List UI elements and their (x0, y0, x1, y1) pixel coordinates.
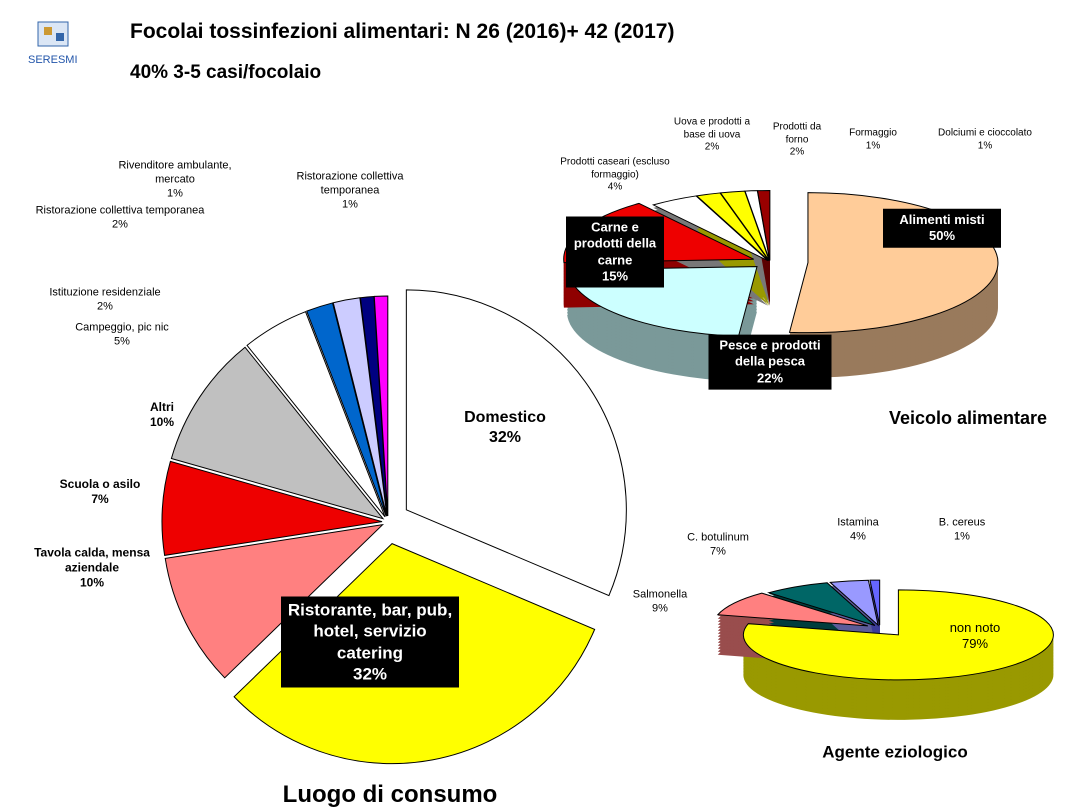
category-label: Campeggio, pic nic (75, 321, 169, 334)
category-label: Uova e prodotti a base di uova (673, 116, 751, 140)
category-label: Ristorante, bar, pub, hotel, servizio ca… (287, 600, 453, 663)
category-label: non noto (949, 619, 1001, 635)
subtitle: 40% 3-5 casi/focolaio (130, 62, 322, 83)
slice-label: C. botulinum 7% (678, 531, 758, 559)
value-label: 4% (607, 181, 623, 193)
category-label: C. botulinum (687, 531, 749, 544)
slice-side (720, 227, 770, 297)
value-label: 50% (928, 228, 956, 243)
logo-icon (37, 21, 69, 47)
pie-title: Veicolo alimentare (888, 407, 1048, 428)
value-label: 7% (710, 545, 726, 557)
slice (405, 289, 627, 597)
category-label: Ristorazione collettiva temporanea (35, 204, 205, 217)
value-label: 9% (652, 602, 668, 614)
value-label: 10% (79, 575, 105, 590)
value-label: 1% (954, 530, 970, 542)
category-label: Prodotti caseari (escluso formaggio) (560, 156, 670, 180)
value-label: 15% (601, 268, 629, 284)
value-label: 5% (114, 335, 130, 347)
slice (767, 582, 876, 626)
category-label: Alimenti misti (899, 211, 985, 227)
category-label: Altri (150, 400, 174, 414)
category-label: Formaggio (849, 127, 897, 139)
slice-label: Pesce e prodotti della pesca 22% (708, 334, 832, 390)
slice-label: Rivenditore ambulante, mercato 1% (100, 159, 250, 200)
slice-label: Carne e prodotti della carne 15% (566, 216, 664, 288)
logo-text: SERESMI (28, 54, 78, 66)
value-label: 7% (91, 492, 109, 506)
category-label: Carne e prodotti della carne (573, 219, 657, 268)
slice (332, 297, 388, 517)
category-label: B. cereus (938, 516, 986, 529)
slice-label: Salmonella 9% (620, 588, 700, 616)
slice-label: Tavola calda, mensa aziendale 10% (32, 546, 152, 591)
slice-label: Istamina 4% (828, 516, 888, 544)
slice-label: Alimenti misti 50% (883, 208, 1001, 248)
value-label: 4% (850, 530, 866, 542)
value-label: 2% (704, 141, 720, 153)
category-label: Scuola o asilo (59, 477, 141, 491)
value-label: 1% (977, 140, 993, 151)
value-label: 2% (97, 300, 113, 312)
pie (161, 289, 627, 765)
value-label: 1% (342, 197, 358, 210)
slice (716, 592, 869, 627)
slice-label: Prodotti da forno 2% (767, 121, 827, 159)
slice-label: non noto 79% (935, 620, 1015, 653)
slice (651, 195, 769, 262)
slice (742, 589, 1054, 681)
value-label: 32% (488, 429, 522, 446)
slice-side (745, 235, 770, 306)
slice-label: Altri 10% (150, 400, 174, 430)
slice (869, 579, 881, 626)
slice-label: Istituzione residenziale 2% (49, 286, 160, 314)
category-label: Prodotti da forno (772, 121, 822, 145)
value-label: 1% (167, 186, 183, 199)
category-label: Tavola calda, mensa aziendale (34, 545, 150, 575)
value-label: 2% (789, 146, 805, 158)
category-label: Salmonella (632, 588, 688, 601)
value-label: 10% (149, 415, 175, 429)
value-label: 32% (352, 664, 388, 684)
pie (716, 579, 1054, 720)
category-label: Pesce e prodotti della pesca (719, 337, 821, 369)
pie-title: Agente eziologico (822, 742, 968, 762)
category-label: Istituzione residenziale (49, 286, 161, 299)
slice-label: Ristorante, bar, pub, hotel, servizio ca… (281, 596, 459, 688)
slice (373, 295, 389, 517)
slice-label: Domestico 32% (464, 408, 546, 448)
slice (170, 346, 385, 520)
category-label: Istamina (837, 516, 879, 529)
slice-label: Ristorazione collettiva temporanea 1% (275, 170, 425, 211)
slice-label: Campeggio, pic nic 5% (75, 321, 169, 349)
slice (829, 579, 879, 627)
category-label: Ristorazione collettiva temporanea (296, 170, 404, 197)
pie-title: Luogo di consumo (282, 781, 498, 808)
slice-label: Formaggio 1% (838, 128, 908, 153)
value-label: 22% (756, 370, 784, 386)
category-label: Dolciumi e cioccolato (938, 127, 1032, 139)
value-label: 2% (112, 218, 128, 230)
slice-label: B. cereus 1% (927, 516, 997, 544)
slice-label: Scuola o asilo 7% (60, 477, 141, 507)
slice-label: Dolciumi e cioccolato 1% (920, 128, 1050, 153)
slice (161, 460, 383, 556)
category-label: Domestico (464, 409, 546, 426)
value-label: 1% (865, 140, 881, 151)
value-label: 79% (961, 636, 989, 651)
category-label: Rivenditore ambulante, mercato (118, 159, 232, 186)
slice (306, 302, 387, 517)
slice-label: Prodotti caseari (escluso formaggio) 4% (560, 156, 670, 194)
title: Focolai tossinfezioni alimentari: N 26 (… (130, 20, 675, 43)
slice-label: Ristorazione collettiva temporanea 2% (30, 204, 210, 232)
slice-side (720, 230, 770, 300)
slice (756, 190, 771, 261)
slice (164, 523, 385, 679)
slice (246, 311, 386, 518)
slice-label: Uova e prodotti a base di uova 2% (667, 116, 757, 154)
